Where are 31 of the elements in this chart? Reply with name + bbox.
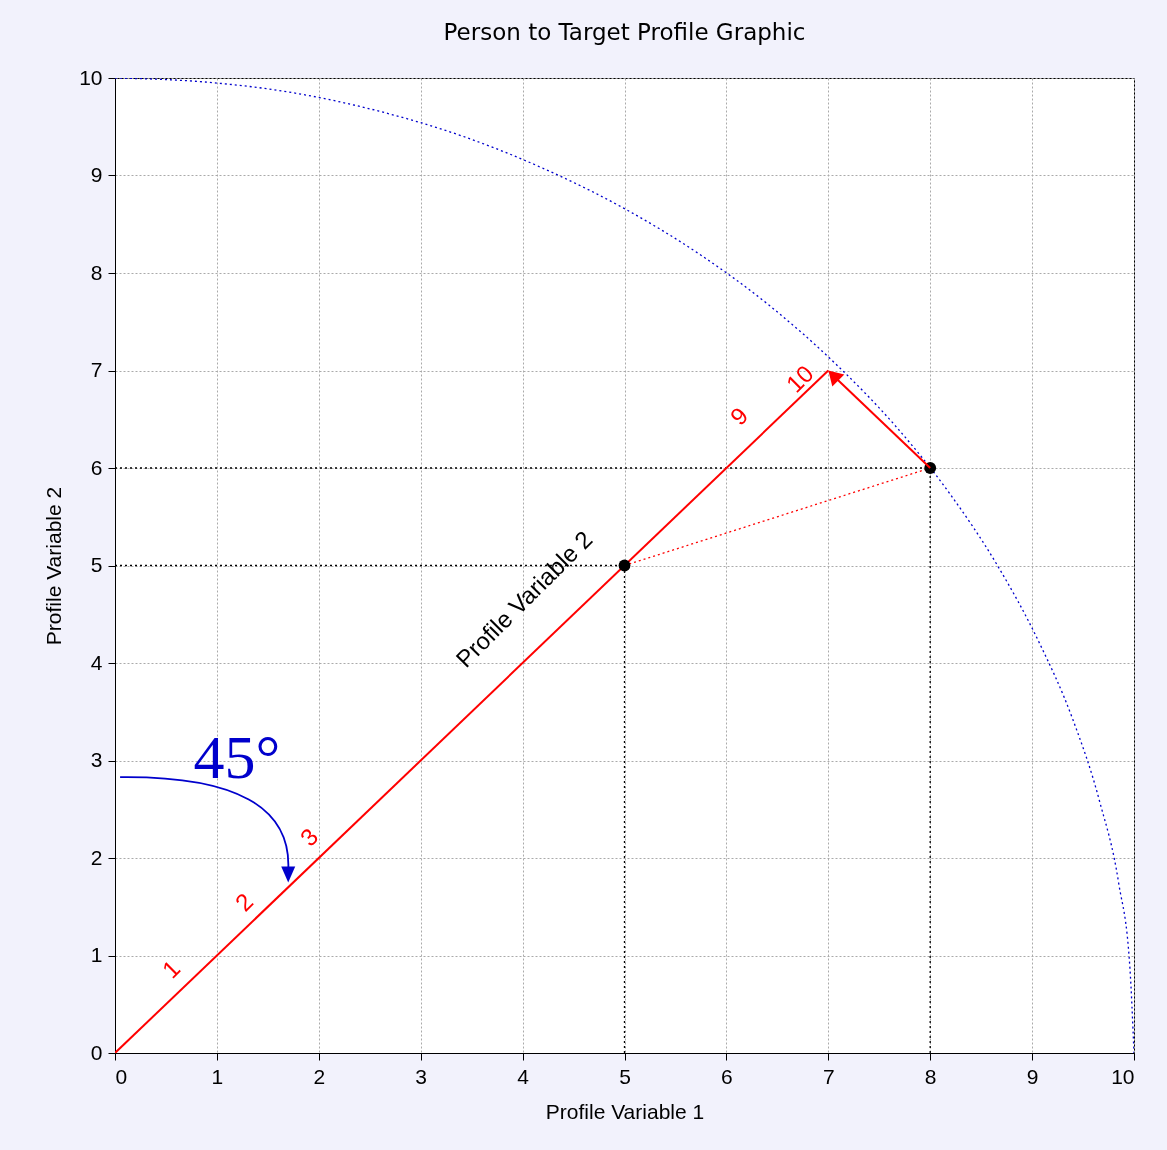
annotation: 10	[780, 359, 819, 398]
x-tick-label: 2	[313, 1064, 326, 1088]
x-tick-label: 1	[211, 1064, 224, 1088]
annotation: 9	[724, 401, 754, 431]
annotation: 2	[229, 887, 259, 917]
annotation: 1	[156, 954, 186, 984]
y-tick-label: 0	[90, 1040, 103, 1064]
chart-title: Person to Target Profile Graphic	[443, 19, 806, 45]
y-tick-label: 10	[79, 65, 103, 89]
x-tick-label: 8	[924, 1064, 937, 1088]
x-tick-label: 9	[1026, 1064, 1039, 1088]
x-tick-label: 4	[517, 1064, 530, 1088]
y-tick-label: 2	[90, 845, 103, 869]
x-tick-label: 7	[822, 1064, 835, 1088]
x-tick-label: 10	[1111, 1064, 1135, 1088]
y-tick-label: 5	[90, 553, 103, 576]
y-tick-label: 4	[90, 650, 103, 674]
y-tick-label: 6	[90, 455, 103, 479]
y-axis-title: Profile Variable 2	[42, 486, 66, 646]
x-tick-label: 5	[619, 1064, 631, 1088]
y-tick-label: 7	[90, 358, 103, 381]
y-tick-label: 9	[90, 163, 103, 186]
x-tick-label: 6	[721, 1064, 733, 1088]
x-tick-label: 3	[415, 1064, 428, 1088]
y-tick-label: 8	[90, 260, 103, 284]
x-axis-title: Profile Variable 1	[545, 1099, 705, 1123]
x-tick-label: 0	[115, 1064, 128, 1088]
y-tick-label: 3	[90, 748, 103, 771]
annotation: 45°	[193, 723, 281, 791]
y-tick-label: 1	[90, 943, 103, 966]
annotation: 3	[294, 822, 324, 852]
